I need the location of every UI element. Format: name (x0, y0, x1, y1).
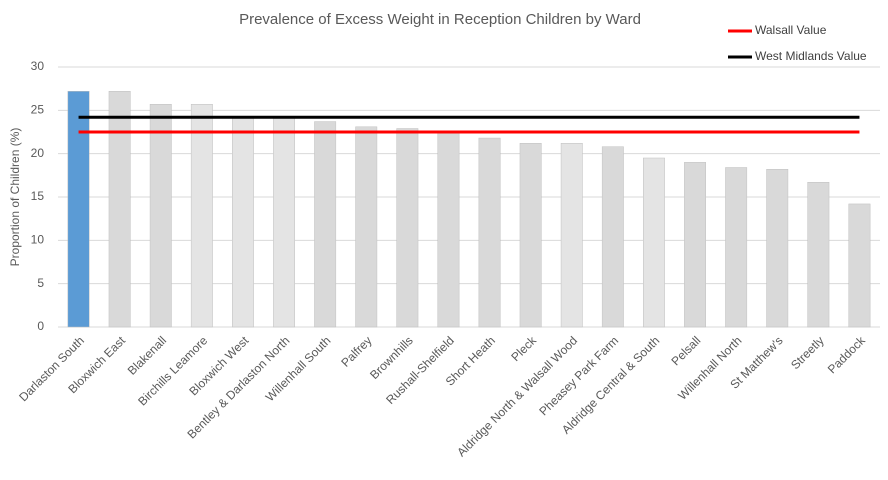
x-tick-label: Palfrey (338, 333, 374, 369)
x-tick-label: Birchills Leamore (135, 333, 210, 408)
bar (67, 91, 90, 328)
bar (643, 157, 665, 328)
bar (725, 167, 748, 328)
bar (314, 121, 337, 328)
x-tick-label: Pleck (508, 333, 539, 364)
bar (232, 116, 254, 328)
bar (807, 182, 830, 328)
bar (149, 104, 172, 328)
bar (601, 146, 624, 328)
y-tick-label: 15 (31, 189, 45, 203)
bar (560, 143, 583, 328)
bar (396, 128, 419, 328)
bar (437, 130, 460, 328)
y-tick-label: 0 (37, 319, 44, 333)
bar (478, 137, 501, 328)
bar (190, 104, 213, 328)
x-tick-label: Pheasey Park Farm (536, 333, 621, 418)
bar (108, 91, 131, 328)
x-tick-label: Pelsall (669, 333, 704, 368)
bar (355, 126, 378, 328)
bar (848, 203, 871, 328)
legend-label: Walsall Value (755, 23, 827, 37)
x-tick-label: Streetly (788, 333, 827, 372)
y-tick-label: 20 (31, 146, 45, 160)
y-tick-label: 30 (31, 59, 45, 73)
y-axis-label: Proportion of Children (%) (8, 128, 22, 267)
y-tick-label: 10 (31, 233, 45, 247)
y-tick-label: 5 (37, 276, 44, 290)
x-tick-label: Paddock (825, 333, 869, 377)
bar (684, 162, 706, 328)
bar (766, 169, 789, 328)
bar (519, 143, 542, 328)
y-tick-label: 25 (31, 103, 45, 117)
chart-title: Prevalence of Excess Weight in Reception… (239, 11, 641, 28)
legend-label: West Midlands Value (755, 49, 867, 63)
bar (273, 117, 295, 328)
